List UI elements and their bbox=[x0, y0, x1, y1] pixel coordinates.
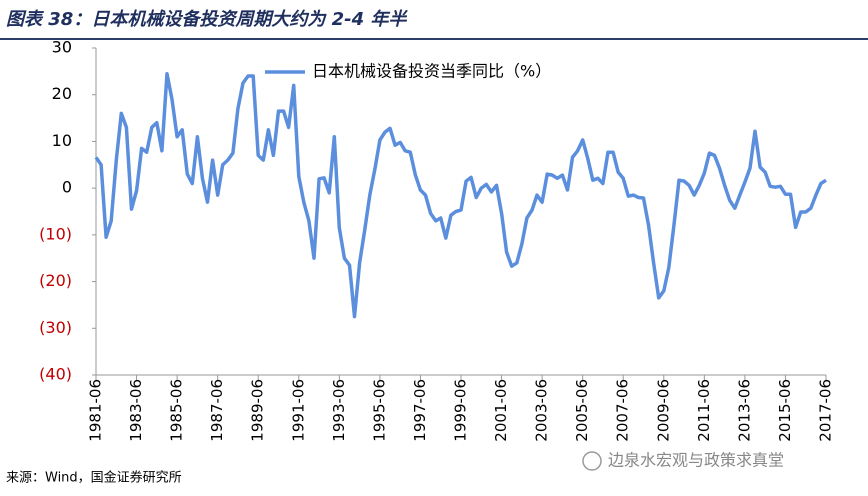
y-tick-label: 10 bbox=[52, 131, 72, 150]
x-tick-label: 2009-06 bbox=[654, 379, 672, 442]
x-tick-label: 1993-06 bbox=[330, 379, 348, 442]
x-tick-label: 1985-06 bbox=[168, 379, 186, 442]
x-tick-label: 2011-06 bbox=[695, 379, 713, 442]
source: 来源：Wind，国金证券研究所 bbox=[6, 470, 182, 486]
x-tick-label: 1987-06 bbox=[208, 379, 226, 442]
watermark-icon bbox=[582, 451, 602, 471]
y-tick-label: (40) bbox=[39, 365, 72, 384]
y-tick-label: (10) bbox=[39, 224, 72, 243]
y-tick-label: (30) bbox=[39, 318, 72, 337]
y-tick-label: 30 bbox=[52, 38, 72, 57]
x-tick-label: 1991-06 bbox=[289, 379, 307, 442]
x-tick-label: 2015-06 bbox=[776, 379, 794, 442]
x-tick-label: 2001-06 bbox=[492, 379, 510, 442]
x-tick-label: 2013-06 bbox=[735, 379, 753, 442]
x-tick-label: 1983-06 bbox=[127, 379, 145, 442]
x-tick-label: 1997-06 bbox=[411, 379, 429, 442]
x-tick-label: 2003-06 bbox=[533, 379, 551, 442]
x-tick-label: 1981-06 bbox=[87, 379, 105, 442]
x-tick-label: 1999-06 bbox=[452, 379, 470, 442]
line-series bbox=[94, 71, 827, 319]
y-tick-label: 0 bbox=[62, 178, 72, 197]
y-tick-label: (20) bbox=[39, 271, 72, 290]
x-tick-label: 1995-06 bbox=[370, 379, 388, 442]
x-tick-label: 2005-06 bbox=[573, 379, 591, 442]
legend-label: 日本机械设备投资当季同比（%） bbox=[312, 62, 551, 81]
x-tick-label: 1989-06 bbox=[249, 379, 267, 442]
y-tick-label: 20 bbox=[52, 84, 72, 103]
chart-title: 图表 38：日本机械设备投资周期大约为 2-4 年半 bbox=[6, 9, 408, 30]
x-tick-label: 2017-06 bbox=[817, 379, 835, 442]
watermark: 边泉水宏观与政策求真堂 bbox=[608, 451, 784, 470]
x-tick-label: 2007-06 bbox=[614, 379, 632, 442]
